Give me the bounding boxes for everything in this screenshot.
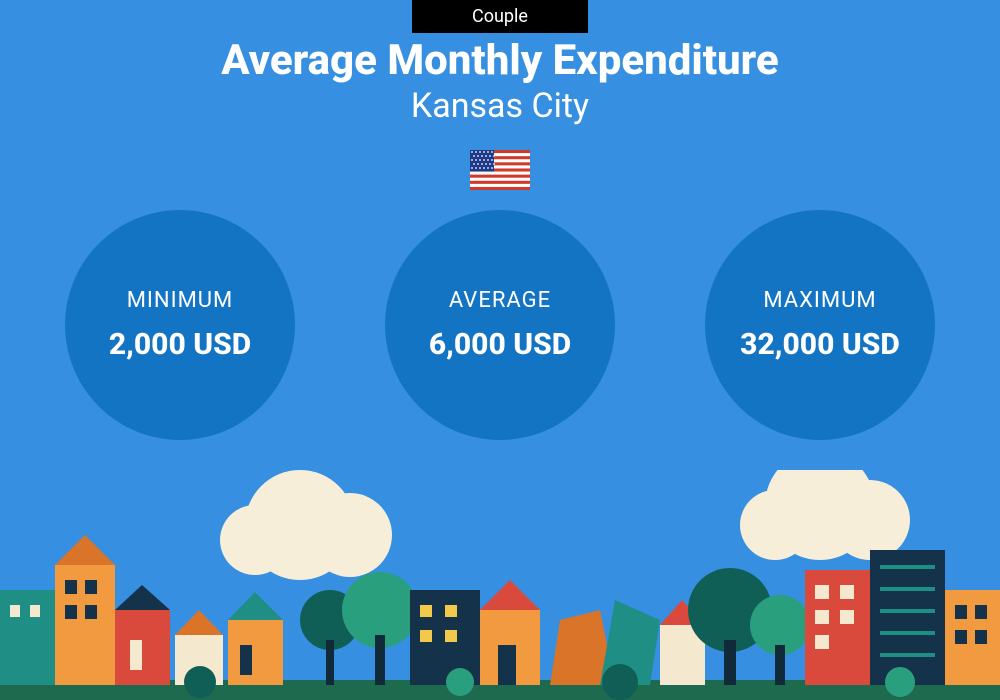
stat-value: 2,000 USD	[109, 327, 251, 362]
stat-circle-maximum: MAXIMUM 32,000 USD	[705, 210, 935, 440]
stat-label: AVERAGE	[449, 288, 551, 313]
stat-circle-average: AVERAGE 6,000 USD	[385, 210, 615, 440]
badge-text: Couple	[472, 6, 528, 27]
cityscape-illustration	[0, 470, 1000, 700]
stat-value: 32,000 USD	[740, 327, 900, 362]
page-subtitle: Kansas City	[0, 86, 1000, 126]
page-title: Average Monthly Expenditure	[0, 36, 1000, 85]
stat-circles: MINIMUM 2,000 USD AVERAGE 6,000 USD MAXI…	[0, 210, 1000, 440]
stat-value: 6,000 USD	[429, 327, 571, 362]
stat-circle-minimum: MINIMUM 2,000 USD	[65, 210, 295, 440]
stat-label: MINIMUM	[127, 288, 234, 313]
flag-icon	[470, 150, 530, 190]
stat-label: MAXIMUM	[763, 288, 876, 313]
category-badge: Couple	[412, 0, 588, 33]
